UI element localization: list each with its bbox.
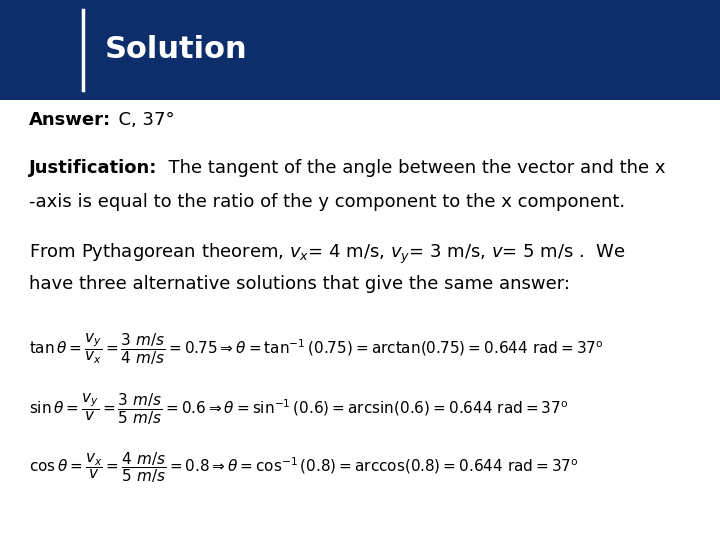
Text: The tangent of the angle between the vector and the x: The tangent of the angle between the vec… — [157, 159, 665, 177]
Text: C, 37°: C, 37° — [107, 111, 174, 129]
Text: $\tan\theta = \dfrac{v_y}{v_x} = \dfrac{3\ m/s}{4\ m/s} = 0.75 \Rightarrow \thet: $\tan\theta = \dfrac{v_y}{v_x} = \dfrac{… — [29, 332, 603, 367]
Text: Answer:: Answer: — [29, 111, 111, 129]
Text: $\cos\theta = \dfrac{v_x}{v} = \dfrac{4\ m/s}{5\ m/s} = 0.8 \Rightarrow \theta =: $\cos\theta = \dfrac{v_x}{v} = \dfrac{4\… — [29, 450, 579, 485]
Text: Justification:: Justification: — [29, 159, 157, 177]
Text: -axis is equal to the ratio of the y component to the x component.: -axis is equal to the ratio of the y com… — [29, 193, 625, 211]
Text: From Pythagorean theorem, $v_x$= 4 m/s, $v_y$= 3 m/s, $v$= 5 m/s .  We: From Pythagorean theorem, $v_x$= 4 m/s, … — [29, 241, 626, 266]
FancyBboxPatch shape — [0, 0, 720, 100]
Text: have three alternative solutions that give the same answer:: have three alternative solutions that gi… — [29, 275, 570, 293]
Text: Solution: Solution — [104, 36, 247, 64]
Text: $\sin\theta = \dfrac{v_y}{v} = \dfrac{3\ m/s}{5\ m/s} = 0.6 \Rightarrow \theta =: $\sin\theta = \dfrac{v_y}{v} = \dfrac{3\… — [29, 391, 568, 427]
